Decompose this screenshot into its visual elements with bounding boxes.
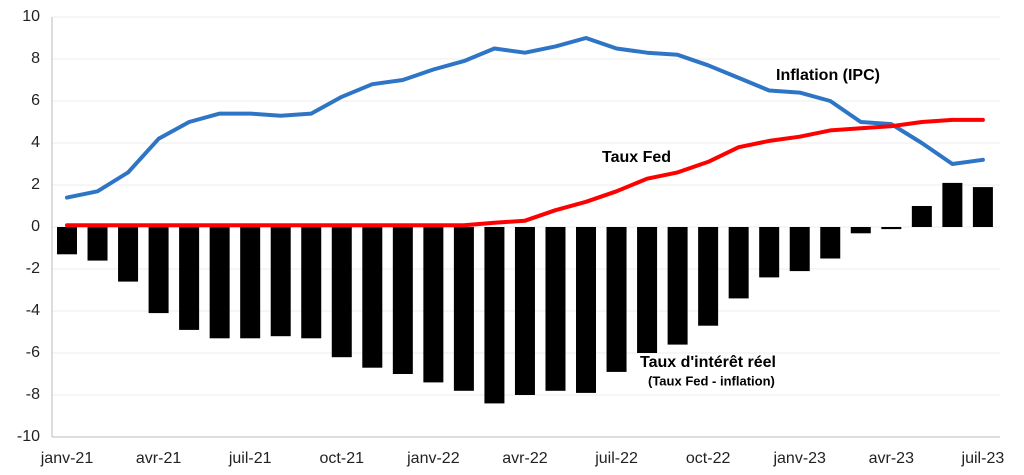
bar — [179, 227, 200, 330]
x-tick-label: juil-21 — [228, 450, 272, 467]
fed-label: Taux Fed — [602, 149, 671, 166]
bar — [57, 227, 77, 255]
bar — [209, 227, 230, 339]
x-tick-label: janv-23 — [772, 450, 826, 467]
y-tick-label: 0 — [31, 218, 40, 235]
bar — [637, 227, 658, 353]
bar — [514, 227, 535, 395]
real-rate-note: (Taux Fed - inflation) — [648, 373, 775, 388]
y-tick-label: -2 — [26, 260, 40, 277]
bar — [301, 227, 322, 339]
bar — [270, 227, 291, 337]
bar — [87, 227, 108, 261]
x-tick-label: avr-22 — [502, 450, 547, 467]
bar — [606, 227, 627, 372]
bar — [728, 227, 749, 299]
bar — [759, 227, 780, 278]
y-tick-label: 4 — [31, 134, 40, 151]
bar — [911, 206, 932, 227]
bar — [148, 227, 169, 314]
bar — [576, 227, 597, 393]
bar — [118, 227, 139, 282]
bar — [423, 227, 444, 383]
bar — [392, 227, 413, 374]
inflation-label: Inflation (IPC) — [776, 67, 880, 84]
bar — [453, 227, 474, 391]
line — [65, 117, 985, 228]
bar — [698, 227, 719, 326]
bar — [972, 187, 993, 227]
x-tick-label: janv-22 — [406, 450, 460, 467]
x-tick-label: avr-21 — [136, 450, 181, 467]
y-tick-label: -6 — [26, 344, 40, 361]
bar — [240, 227, 261, 339]
y-tick-label: 6 — [31, 92, 40, 109]
x-tick-label: avr-23 — [869, 450, 914, 467]
x-tick-label: juil-22 — [594, 450, 638, 467]
x-tick-label: oct-21 — [320, 450, 365, 467]
bar — [362, 227, 383, 368]
bar — [331, 227, 352, 358]
y-tick-label: 10 — [22, 8, 40, 25]
bar — [850, 227, 871, 234]
bar — [667, 227, 688, 345]
y-tick-label: -10 — [17, 428, 40, 445]
bar — [820, 227, 841, 259]
x-tick-label: juil-23 — [961, 450, 1005, 467]
bar — [545, 227, 566, 391]
bar — [881, 227, 902, 230]
y-tick-label: 2 — [31, 176, 40, 193]
x-tick-label: oct-22 — [686, 450, 731, 467]
bar — [484, 227, 505, 404]
real-rate-label: Taux d'intérêt réel — [640, 354, 776, 371]
y-tick-label: -8 — [26, 386, 40, 403]
line — [65, 36, 985, 200]
y-tick-label: -4 — [26, 302, 40, 319]
x-tick-label: janv-21 — [40, 450, 94, 467]
y-tick-label: 8 — [31, 50, 40, 67]
bar — [789, 227, 810, 272]
bar — [942, 182, 963, 227]
